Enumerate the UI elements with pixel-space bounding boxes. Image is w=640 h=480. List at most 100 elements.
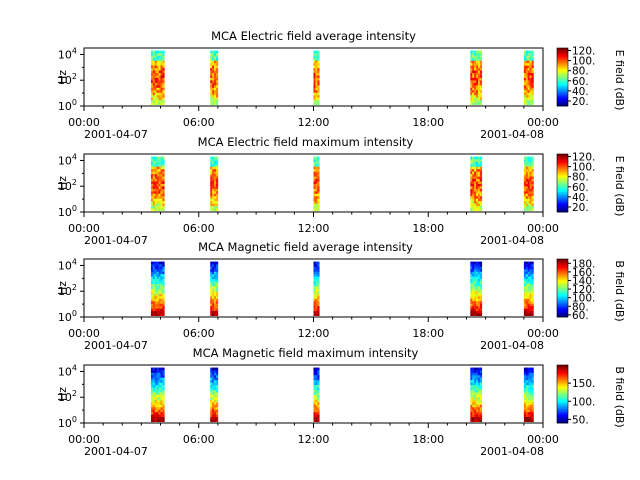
colorbar-step (557, 379, 568, 382)
spectrogram-cell (474, 261, 477, 265)
spectrogram-cell (215, 377, 219, 381)
spectrogram-cell (156, 159, 159, 162)
spectrogram-cell (215, 404, 219, 408)
spectrogram-cell (313, 419, 316, 423)
spectrogram-cell (160, 186, 163, 189)
spectrogram-cell (154, 379, 157, 383)
spectrogram-cell (313, 409, 316, 413)
spectrogram-cell (210, 382, 213, 386)
spectrogram-cell (525, 266, 528, 270)
colorbar-step (557, 296, 568, 299)
colorbar-step (557, 167, 568, 169)
spectrogram-cell (162, 384, 165, 388)
spectrogram-cell (472, 271, 475, 275)
spectrogram-cell (531, 271, 534, 275)
spectrogram-cell (313, 94, 316, 98)
spectrogram-cell (531, 404, 534, 408)
spectrogram-cell (214, 99, 217, 103)
spectrogram-cell (317, 67, 320, 71)
spectrogram-cell (313, 414, 316, 418)
spectrogram-cell (527, 178, 530, 182)
spectrogram-cell (525, 414, 528, 418)
spectrogram-cell (215, 392, 219, 395)
spectrogram-cell (210, 261, 213, 265)
spectrogram-cell (527, 87, 530, 91)
spectrogram-cell (150, 291, 154, 294)
spectrogram-cell (214, 205, 217, 209)
spectrogram-cell (162, 181, 165, 184)
spectrogram-cell (477, 414, 481, 418)
spectrogram-cell (479, 264, 483, 267)
spectrogram-cell (162, 281, 165, 285)
spectrogram-cell (152, 87, 156, 91)
spectrogram-cell (156, 156, 159, 160)
spectrogram-cell (317, 159, 320, 162)
spectrogram-cell (474, 57, 477, 61)
spectrogram-cell (152, 266, 156, 270)
spectrogram-cell (529, 372, 532, 376)
spectrogram-cell (477, 92, 481, 96)
spectrogram-cell (317, 374, 320, 378)
spectrogram-cell (212, 372, 215, 376)
spectrogram-cell (150, 271, 154, 275)
spectrogram-cell (150, 171, 154, 175)
spectrogram-cell (150, 293, 154, 297)
spectrogram-cell (531, 183, 534, 187)
spectrogram-cell (531, 203, 534, 207)
spectrogram-cell (476, 389, 479, 393)
spectrogram-cell (476, 181, 479, 184)
spectrogram-cell (476, 70, 479, 74)
spectrogram-cell (212, 397, 215, 400)
spectrogram-cell (476, 296, 479, 299)
spectrogram-cell (158, 387, 161, 391)
spectrogram-cell (317, 193, 320, 197)
spectrogram-cell (476, 305, 479, 309)
spectrogram-cell (523, 191, 527, 194)
spectrogram-cell (150, 208, 154, 212)
spectrogram-cell (470, 99, 473, 103)
spectrogram-cell (313, 205, 316, 209)
colorbar-step (557, 171, 568, 174)
spectrogram-cell (315, 271, 318, 275)
colorbar-step (557, 277, 568, 280)
spectrogram-cell (523, 163, 527, 167)
spectrogram-cell (150, 397, 154, 400)
spectrogram-cell (152, 55, 156, 59)
colorbar-step (557, 404, 568, 406)
spectrogram-cell (527, 313, 530, 317)
spectrogram-cell (529, 198, 532, 202)
spectrogram-cell (529, 298, 532, 302)
spectrogram-cell (531, 276, 534, 280)
colorbar-step (557, 180, 568, 182)
spectrogram-cell (210, 191, 213, 194)
spectrogram-cell (210, 171, 213, 175)
spectrogram-cell (162, 389, 165, 393)
spectrogram-cell (523, 166, 527, 170)
spectrogram-cell (315, 370, 318, 373)
spectrogram-cell (525, 281, 528, 285)
spectrogram-cell (474, 50, 477, 54)
colorbar-step (557, 315, 568, 318)
spectrogram-cell (162, 62, 165, 66)
spectrogram-cell (152, 75, 156, 78)
colorbar-step (557, 82, 568, 85)
spectrogram-cell (529, 411, 532, 415)
spectrogram-cell (152, 394, 156, 398)
spectrogram-cell (317, 273, 320, 277)
spectrogram-cell (476, 67, 479, 71)
spectrogram-cell (214, 409, 217, 413)
spectrogram-cell (527, 278, 530, 282)
spectrogram-cell (472, 99, 475, 103)
spectrogram-cell (154, 163, 157, 167)
spectrogram-cell (317, 283, 320, 287)
spectrogram-cell (527, 367, 530, 371)
spectrogram-cell (470, 276, 473, 280)
spectrogram-cell (525, 273, 528, 277)
spectrogram-cell (477, 266, 481, 270)
spectrogram-cell (472, 80, 475, 83)
spectrogram-cell (214, 77, 217, 81)
spectrogram-cell (156, 278, 159, 282)
spectrogram-cell (527, 198, 530, 202)
spectrogram-cell (474, 273, 477, 277)
spectrogram-cell (476, 411, 479, 415)
